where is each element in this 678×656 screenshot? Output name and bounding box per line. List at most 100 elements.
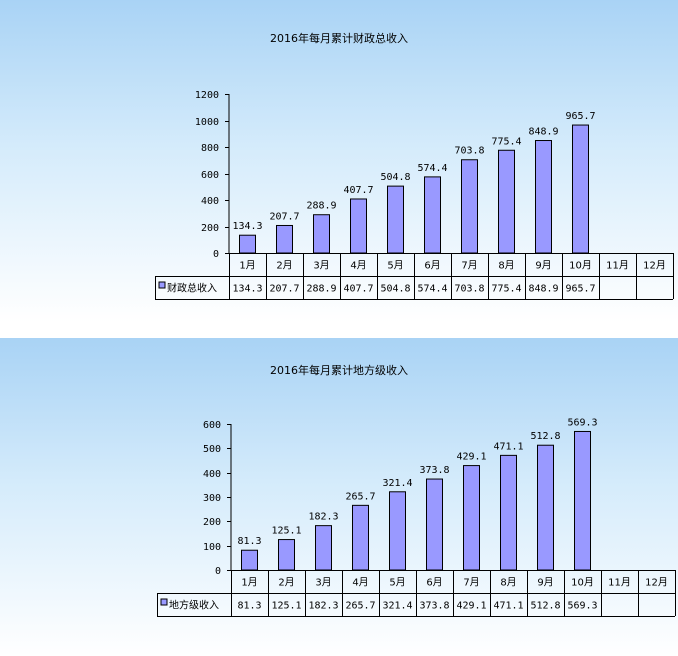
data-label: 504.8 xyxy=(380,172,410,183)
table-value-cell: 471.1 xyxy=(493,601,523,612)
table-value-cell: 703.8 xyxy=(454,284,484,295)
table-value-cell: 574.4 xyxy=(417,284,447,295)
category-label: 4月 xyxy=(352,577,368,589)
table-value-cell: 134.3 xyxy=(232,284,262,295)
category-label: 3月 xyxy=(313,260,329,272)
chart-title: 2016年每月累计财政总收入 xyxy=(270,32,408,45)
data-label: 81.3 xyxy=(237,536,261,547)
category-label: 10月 xyxy=(571,577,594,589)
y-tick-label: 600 xyxy=(201,170,219,181)
category-label: 6月 xyxy=(426,577,442,589)
table-value-cell: 429.1 xyxy=(456,601,486,612)
data-label: 125.1 xyxy=(271,526,301,537)
bar-6月 xyxy=(424,176,441,254)
bar-2月 xyxy=(276,224,293,254)
category-label: 5月 xyxy=(387,260,403,272)
data-label: 407.7 xyxy=(343,185,373,196)
category-label: 12月 xyxy=(645,577,668,589)
y-tick-label: 0 xyxy=(213,249,219,260)
table-value-cell: 125.1 xyxy=(271,601,301,612)
y-tick-label: 200 xyxy=(201,223,219,234)
table-value-cell: 775.4 xyxy=(491,284,521,295)
bar-6月 xyxy=(426,478,443,571)
bar-8月 xyxy=(500,454,517,571)
data-label: 574.4 xyxy=(417,163,447,174)
bar-chart-fiscal-revenue: 0 200 400 600 800 1000 1200 134.3 207.7 288.9 407.… xyxy=(155,90,674,300)
legend-swatch xyxy=(160,598,168,606)
data-label: 703.8 xyxy=(454,146,484,157)
bar-7月 xyxy=(461,159,478,254)
y-tick-label: 300 xyxy=(203,493,221,504)
y-tick-label: 1000 xyxy=(195,117,219,128)
chart-title: 2016年每月累计地方级收入 xyxy=(270,364,408,377)
y-tick-label: 800 xyxy=(201,143,219,154)
data-label: 775.4 xyxy=(491,136,521,147)
category-label: 12月 xyxy=(643,260,666,272)
bar-9月 xyxy=(535,140,552,254)
bar-7月 xyxy=(463,465,480,571)
category-label: 8月 xyxy=(498,260,514,272)
category-label: 9月 xyxy=(535,260,551,272)
y-tick-label: 100 xyxy=(203,542,221,553)
data-label: 471.1 xyxy=(493,441,523,452)
bar-10月 xyxy=(572,124,589,254)
table-value-cell: 569.3 xyxy=(567,601,597,612)
category-label: 7月 xyxy=(461,260,477,272)
bar-8月 xyxy=(498,149,515,254)
bar-4月 xyxy=(350,198,367,254)
data-label: 207.7 xyxy=(269,211,299,222)
category-label: 5月 xyxy=(389,577,405,589)
table-value-cell: 407.7 xyxy=(343,284,373,295)
legend-series-name: 财政总收入 xyxy=(167,282,217,295)
table-value-cell: 265.7 xyxy=(345,601,375,612)
y-tick-label: 400 xyxy=(203,469,221,480)
bar-1月 xyxy=(239,234,256,254)
data-label: 134.3 xyxy=(232,221,262,232)
data-label: 965.7 xyxy=(565,111,595,122)
category-label: 9月 xyxy=(537,577,553,589)
legend-swatch xyxy=(158,281,166,289)
bar-2月 xyxy=(278,539,295,571)
category-label: 1月 xyxy=(239,260,255,272)
table-value-cell: 965.7 xyxy=(565,284,595,295)
category-label: 6月 xyxy=(424,260,440,272)
category-label: 1月 xyxy=(241,577,257,589)
bar-3月 xyxy=(315,525,332,571)
bar-10月 xyxy=(574,430,591,571)
data-label: 265.7 xyxy=(345,491,375,502)
table-value-cell: 207.7 xyxy=(269,284,299,295)
bar-chart-local-revenue: 0 100 200 300 400 500 600 81.3 125.1 182.3 265.7 32… xyxy=(157,417,676,617)
table-value-cell: 512.8 xyxy=(530,601,560,612)
bar-5月 xyxy=(387,185,404,254)
legend-series-name: 地方级收入 xyxy=(169,599,219,612)
bar-5月 xyxy=(389,491,406,571)
bar-4月 xyxy=(352,504,369,571)
data-label: 373.8 xyxy=(419,465,449,476)
table-value-cell: 848.9 xyxy=(528,284,558,295)
category-label: 4月 xyxy=(350,260,366,272)
category-label: 11月 xyxy=(608,577,631,589)
y-tick-label: 200 xyxy=(203,517,221,528)
table-value-cell: 373.8 xyxy=(419,601,449,612)
table-value-cell: 288.9 xyxy=(306,284,336,295)
category-label: 7月 xyxy=(463,577,479,589)
y-tick-label: 500 xyxy=(203,444,221,455)
table-value-cell: 321.4 xyxy=(382,601,412,612)
category-label: 10月 xyxy=(569,260,592,272)
bar-9月 xyxy=(537,444,554,571)
table-value-cell: 504.8 xyxy=(380,284,410,295)
chart-panel-fiscal-revenue: 2016年每月累计财政总收入 0 200 400 600 800 1000 1200 134.… xyxy=(0,0,678,322)
data-label: 288.9 xyxy=(306,201,336,212)
data-label: 512.8 xyxy=(530,431,560,442)
category-label: 3月 xyxy=(315,577,331,589)
data-label: 848.9 xyxy=(528,127,558,138)
y-tick-label: 600 xyxy=(203,420,221,431)
category-label: 2月 xyxy=(276,260,292,272)
data-label: 321.4 xyxy=(382,478,412,489)
table-value-cell: 182.3 xyxy=(308,601,338,612)
category-label: 11月 xyxy=(606,260,629,272)
chart-panel-local-revenue: 2016年每月累计地方级收入 0 100 200 300 400 500 600 81.3 12… xyxy=(0,338,678,656)
bar-3月 xyxy=(313,214,330,254)
data-label: 182.3 xyxy=(308,512,338,523)
y-tick-label: 1200 xyxy=(195,90,219,101)
